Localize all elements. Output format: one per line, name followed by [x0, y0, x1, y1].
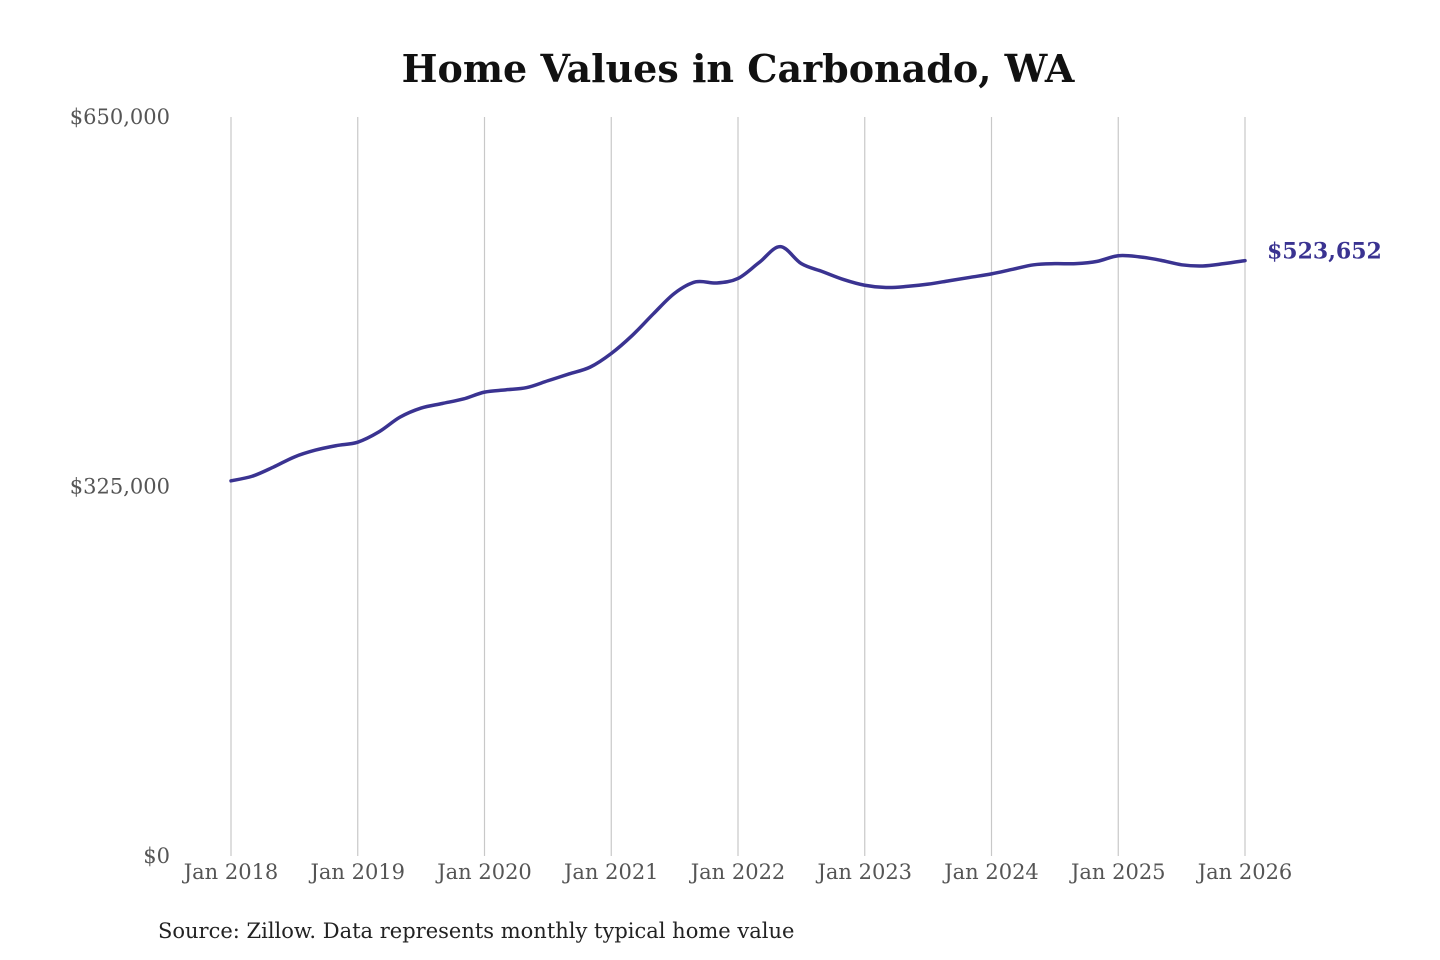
x-tick-label: Jan 2022 — [689, 860, 786, 884]
y-tick-label: $0 — [143, 844, 170, 868]
x-tick-label: Jan 2026 — [1196, 860, 1293, 884]
x-axis-tick-labels: Jan 2018 Jan 2019 Jan 2020 Jan 2021 Jan 2022… — [182, 860, 1293, 884]
vertical-gridlines — [230, 117, 1246, 856]
x-tick-label: Jan 2025 — [1069, 860, 1166, 884]
y-tick-label: $650,000 — [70, 105, 170, 129]
x-tick-label: Jan 2024 — [942, 860, 1039, 884]
x-tick-label: Jan 2018 — [182, 860, 279, 884]
home-value-series-line — [229, 244, 1247, 483]
chart-title: Home Values in Carbonado, WA — [402, 46, 1075, 91]
x-tick-label: Jan 2023 — [815, 860, 912, 884]
x-tick-label: Jan 2020 — [435, 860, 532, 884]
x-tick-label: Jan 2021 — [562, 860, 659, 884]
y-tick-label: $325,000 — [70, 475, 170, 499]
latest-value-label: $523,652 — [1267, 239, 1382, 265]
y-axis-tick-labels: $0 $325,000 $650,000 — [70, 105, 170, 868]
x-tick-label: Jan 2019 — [308, 860, 405, 884]
source-note: Source: Zillow. Data represents monthly … — [158, 919, 794, 943]
